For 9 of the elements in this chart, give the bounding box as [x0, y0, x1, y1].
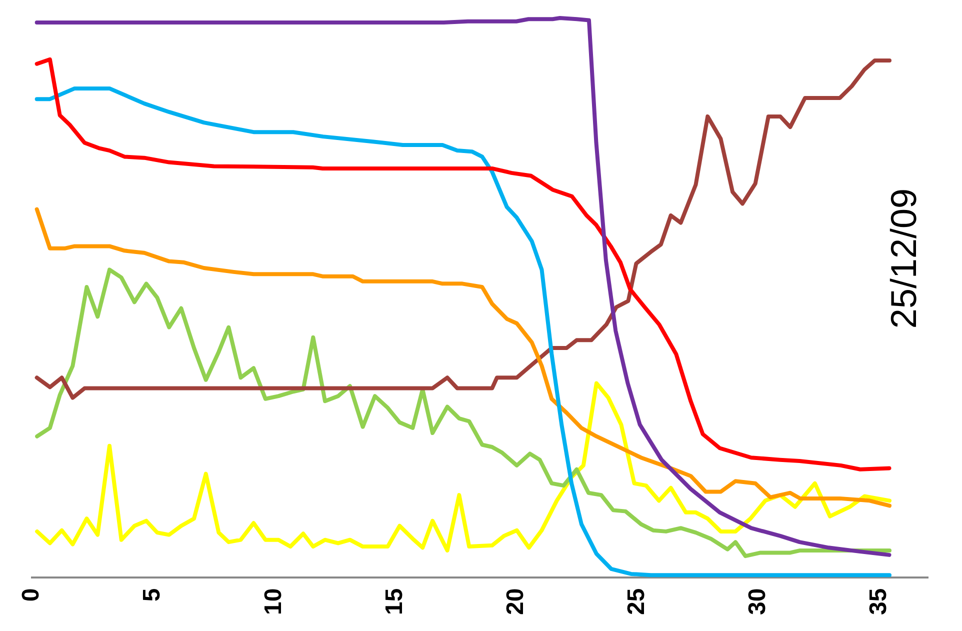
x-tick-label: 0 — [18, 588, 45, 602]
x-tick-label: 20 — [502, 588, 529, 616]
annotation: 25/12/09 — [882, 188, 924, 329]
x-tick-label: 35 — [865, 588, 892, 616]
x-tick-label: 25 — [623, 588, 650, 616]
x-tick-label: 10 — [260, 588, 287, 616]
x-tick-label: 5 — [138, 588, 166, 602]
x-tick-label: 15 — [380, 588, 408, 616]
x-tick-label: 30 — [744, 588, 772, 616]
